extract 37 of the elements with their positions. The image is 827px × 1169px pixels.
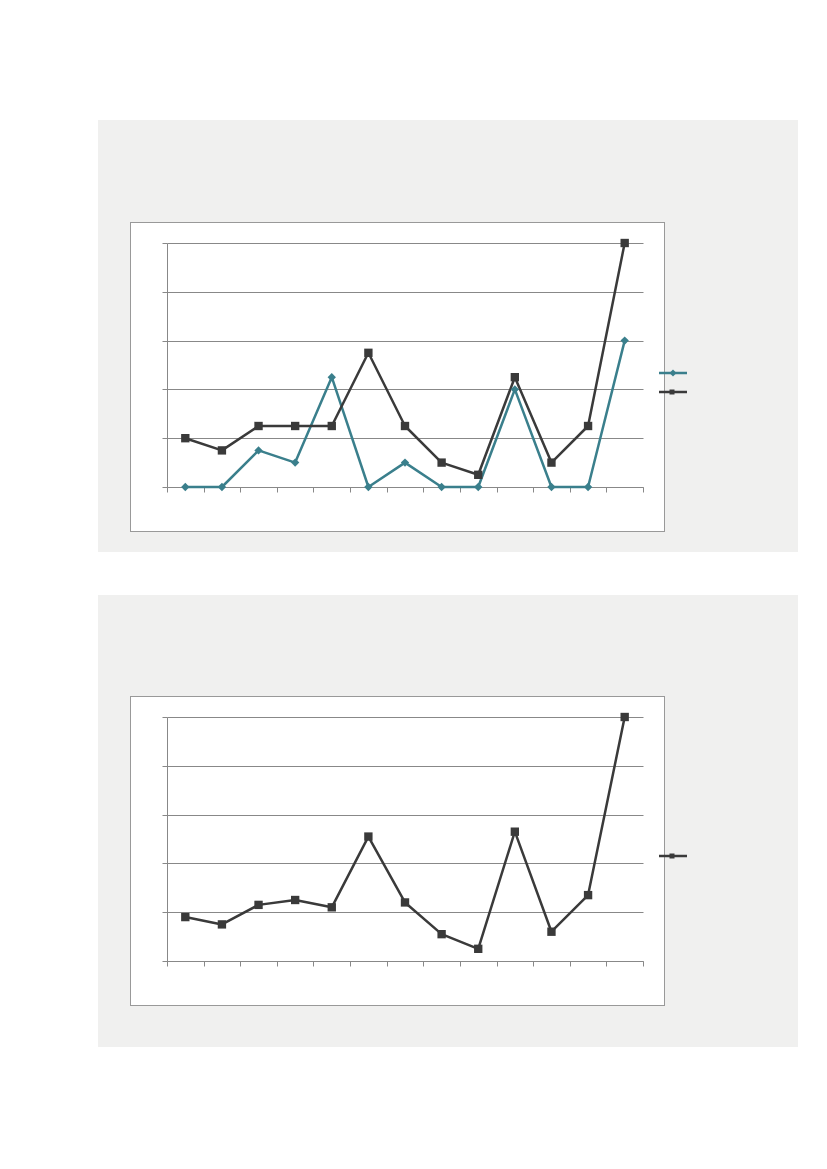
- point: [254, 900, 263, 910]
- point: [583, 890, 593, 900]
- point: [547, 458, 556, 467]
- point: [437, 482, 446, 492]
- point: [510, 373, 520, 382]
- point: [254, 446, 263, 455]
- point: [400, 458, 410, 467]
- point: [327, 903, 336, 912]
- point: [620, 238, 629, 248]
- point: [400, 898, 410, 907]
- point: [364, 832, 373, 841]
- point: [327, 421, 336, 431]
- point: [437, 458, 446, 467]
- point: [437, 929, 446, 939]
- point: [217, 920, 227, 929]
- point: [364, 482, 373, 492]
- point: [510, 385, 520, 394]
- point: [474, 944, 483, 953]
- point: [290, 421, 300, 431]
- point: [510, 827, 520, 836]
- point: [254, 421, 263, 431]
- point: [547, 927, 556, 936]
- point: [547, 482, 556, 492]
- point: [290, 895, 300, 905]
- point: [583, 421, 593, 431]
- point: [217, 446, 227, 455]
- point: [364, 348, 373, 357]
- point: [181, 482, 190, 492]
- point: [181, 912, 190, 922]
- point: [474, 482, 483, 492]
- point: [400, 421, 410, 431]
- point: [620, 712, 629, 722]
- point: [290, 458, 300, 467]
- point: [620, 336, 629, 345]
- point: [474, 470, 483, 479]
- point: [327, 373, 336, 382]
- point: [181, 434, 190, 443]
